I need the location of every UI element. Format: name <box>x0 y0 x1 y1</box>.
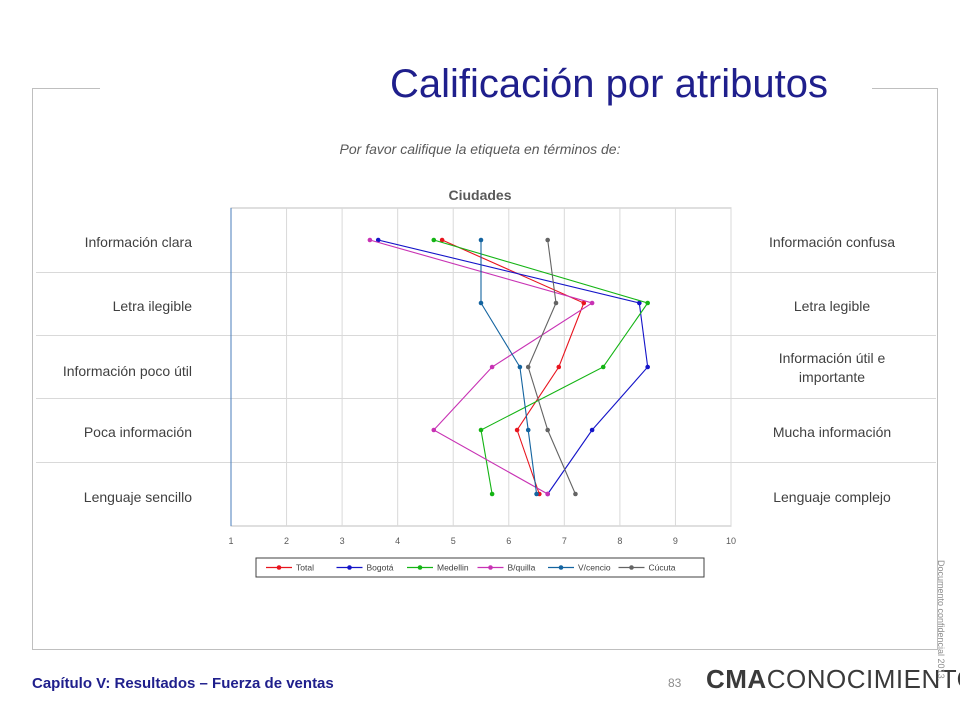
data-point <box>556 364 562 370</box>
attr-right-line: Lenguaje complejo <box>773 489 891 505</box>
data-point <box>478 427 484 433</box>
data-point <box>525 427 531 433</box>
x-tick-label: 1 <box>228 536 233 546</box>
data-point <box>545 491 550 497</box>
attr-right-line: Mucha información <box>772 424 892 440</box>
attr-left-label: Letra ilegible <box>112 298 192 314</box>
attr-right-line: Información confusa <box>768 234 896 250</box>
attr-right-label: Información útil e importante <box>732 349 932 387</box>
legend-label: Total <box>296 563 314 573</box>
chart-title: Ciudades <box>448 187 511 203</box>
data-point <box>589 427 595 433</box>
x-tick-label: 9 <box>673 536 678 546</box>
data-point <box>367 237 373 243</box>
attr-right-label: Lenguaje complejo <box>732 489 932 505</box>
frame-right-line <box>937 88 938 650</box>
page-title: Calificación por atributos <box>390 62 828 106</box>
legend-swatch-marker <box>417 565 423 570</box>
x-tick-label: 8 <box>617 536 622 546</box>
data-point <box>489 491 495 497</box>
legend-swatch-marker <box>629 565 634 570</box>
attr-left-label: Información clara <box>84 234 192 250</box>
attr-right-line: Letra legible <box>793 298 871 314</box>
data-point <box>553 300 559 306</box>
legend-label: Bogotá <box>367 563 394 573</box>
data-point <box>645 364 650 370</box>
legend-label: B/quilla <box>508 563 536 573</box>
data-point <box>545 427 550 433</box>
frame-top-right-line <box>872 88 938 89</box>
legend-label: Cúcuta <box>649 563 676 573</box>
legend-swatch-marker <box>488 565 493 570</box>
row-divider <box>36 335 936 336</box>
data-point <box>517 364 523 370</box>
data-point <box>573 491 578 497</box>
chapter-footer: Capítulo V: Resultados – Fuerza de venta… <box>32 675 334 692</box>
data-point <box>545 237 550 243</box>
x-tick-label: 2 <box>284 536 289 546</box>
attr-left-label: Lenguaje sencillo <box>83 489 192 505</box>
question-text: Por favor califique la etiqueta en térmi… <box>339 141 621 157</box>
attr-right-label: Información confusa <box>732 234 932 250</box>
confidential-note: Documento confidencial 2013. <box>936 560 946 682</box>
data-point <box>439 237 445 243</box>
data-point <box>600 364 606 370</box>
attr-right-label: Mucha información <box>732 424 932 440</box>
data-point <box>431 427 437 433</box>
attr-left-label: Poca información <box>83 424 192 440</box>
data-point <box>478 237 484 243</box>
logo-rest-text: CONOCIMIENTO <box>766 664 960 694</box>
x-tick-label: 7 <box>562 536 567 546</box>
x-tick-label: 5 <box>451 536 456 546</box>
data-point <box>514 427 520 433</box>
legend-swatch-marker <box>558 565 564 570</box>
attr-right-label: Letra legible <box>732 298 932 314</box>
legend-label: Medellin <box>437 563 469 573</box>
legend-label: V/cencio <box>578 563 611 573</box>
data-point <box>375 237 381 243</box>
data-point <box>478 300 484 306</box>
company-logo: CMACONOCIMIENTO <box>706 664 960 695</box>
attr-right-line: importante <box>798 369 866 385</box>
x-tick-label: 3 <box>340 536 345 546</box>
data-point <box>581 300 587 306</box>
row-divider <box>36 398 936 399</box>
data-point <box>431 237 437 243</box>
data-point <box>525 364 531 370</box>
row-divider <box>36 462 936 463</box>
attr-left-label: Información poco útil <box>62 363 192 379</box>
page-number: 83 <box>668 676 682 690</box>
legend-swatch-marker <box>276 565 282 570</box>
x-tick-label: 6 <box>506 536 511 546</box>
logo-strong-text: CMA <box>706 664 767 694</box>
data-point <box>534 491 539 497</box>
frame-left-line <box>32 88 33 650</box>
frame-bottom-line <box>32 649 938 650</box>
series-line-2 <box>433 239 649 495</box>
data-point <box>645 300 650 306</box>
x-tick-label: 10 <box>726 536 736 546</box>
legend-swatch-marker <box>347 565 352 570</box>
x-tick-label: 4 <box>395 536 400 546</box>
frame-top-left-line <box>32 88 100 89</box>
data-point <box>589 300 595 306</box>
data-point <box>489 364 495 370</box>
attr-right-line: Información útil e <box>778 350 886 366</box>
data-point <box>637 300 642 306</box>
series-line-1 <box>378 239 649 495</box>
